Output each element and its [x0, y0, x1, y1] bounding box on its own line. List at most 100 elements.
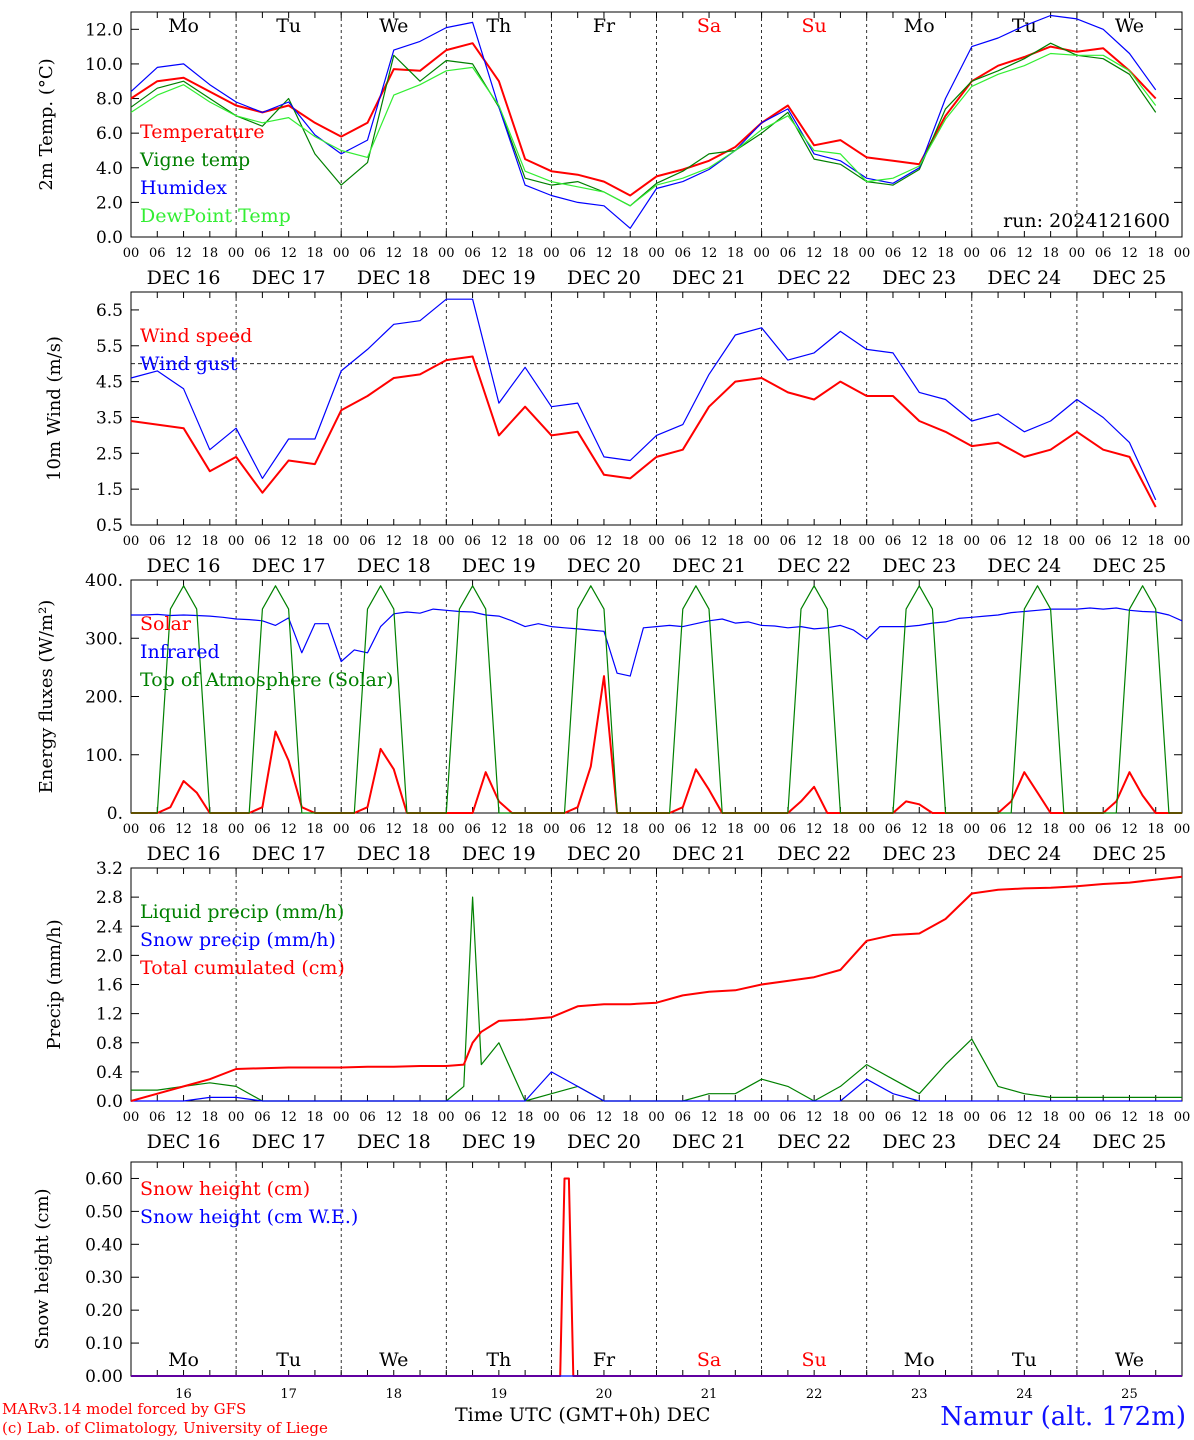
date-label: DEC 21: [672, 1131, 746, 1153]
hour-tick-label: 00: [123, 246, 140, 261]
hour-tick-label: 12: [385, 246, 402, 261]
y-axis-label: Energy fluxes (W/m²): [36, 600, 57, 794]
legend-entry: Infrared: [140, 641, 220, 663]
hour-tick-label: 00: [123, 1110, 140, 1125]
hour-tick-label: 12: [806, 246, 823, 261]
hour-tick-label: 00: [753, 246, 770, 261]
hour-tick-label: 00: [123, 534, 140, 549]
hour-tick-label: 00: [438, 246, 455, 261]
hour-tick-label: 12: [806, 1110, 823, 1125]
hour-tick-label: 18: [622, 1110, 639, 1125]
hour-tick-label: 18: [1042, 1110, 1059, 1125]
y-tick-label: 1.2: [96, 1005, 123, 1025]
date-label: DEC 19: [462, 555, 536, 577]
hour-tick-label: 00: [228, 1110, 245, 1125]
y-tick-label: 0.5: [96, 516, 123, 536]
y-axis-label: 2m Temp. (°C): [36, 58, 57, 190]
date-label: DEC 18: [357, 555, 431, 577]
y-tick-label: 0.0: [96, 228, 123, 248]
hour-tick-label: 00: [1174, 534, 1191, 549]
hour-tick-label: 06: [569, 822, 586, 837]
hour-tick-label: 00: [438, 822, 455, 837]
day-abbr-label: Sa: [697, 1349, 721, 1371]
hour-tick-label: 06: [569, 1110, 586, 1125]
y-tick-label: 0.: [107, 804, 123, 824]
hour-tick-label: 06: [675, 246, 692, 261]
hour-tick-label: 00: [333, 246, 350, 261]
date-number-label: 22: [806, 1387, 823, 1402]
hour-tick-label: 18: [412, 822, 429, 837]
date-number-label: 21: [701, 1387, 718, 1402]
hour-tick-label: 12: [491, 246, 508, 261]
hour-tick-label: 18: [307, 246, 324, 261]
hour-tick-label: 06: [254, 246, 271, 261]
date-label: DEC 20: [567, 267, 641, 289]
hour-tick-label: 00: [753, 534, 770, 549]
hour-tick-label: 00: [964, 822, 981, 837]
hour-tick-label: 00: [648, 246, 665, 261]
hour-tick-label: 06: [885, 822, 902, 837]
hour-tick-label: 06: [359, 1110, 376, 1125]
hour-tick-label: 12: [385, 1110, 402, 1125]
date-label: DEC 24: [987, 267, 1061, 289]
hour-tick-label: 06: [569, 246, 586, 261]
y-tick-label: 2.5: [96, 444, 123, 464]
date-label: DEC 16: [147, 843, 221, 865]
hour-tick-label: 12: [491, 822, 508, 837]
hour-tick-label: 06: [675, 534, 692, 549]
y-tick-label: 0.00: [85, 1367, 123, 1387]
hour-tick-label: 18: [622, 534, 639, 549]
legend-entry: Temperature: [140, 121, 264, 143]
hour-tick-label: 00: [543, 246, 560, 261]
y-tick-label: 2.4: [96, 917, 123, 937]
hour-tick-label: 12: [596, 1110, 613, 1125]
date-number-label: 18: [385, 1387, 402, 1402]
hour-tick-label: 18: [412, 534, 429, 549]
day-abbr-label: Fr: [593, 15, 616, 37]
panel-temperature: 0.0 2.0 4.0 6.0 8.0 10.0 12.0 2m Temp. (°C) Mo Tu…: [36, 11, 1190, 289]
date-label: DEC 23: [882, 555, 956, 577]
legend-entry: Solar: [140, 613, 192, 635]
series-line-blue: [130, 298, 1157, 501]
hour-tick-label: 00: [858, 1110, 875, 1125]
day-abbr-label: Fr: [593, 1349, 616, 1371]
date-number-label: 16: [175, 1387, 192, 1402]
legend-entry: Snow height (cm W.E.): [140, 1206, 358, 1228]
hour-tick-label: 18: [937, 246, 954, 261]
hour-tick-label: 12: [1016, 822, 1033, 837]
time-axis-label: Time UTC (GMT+0h) DEC: [455, 1404, 711, 1426]
hour-tick-label: 00: [228, 534, 245, 549]
hour-tick-label: 06: [464, 1110, 481, 1125]
hour-tick-label: 18: [1042, 246, 1059, 261]
hour-tick-label: 06: [1095, 1110, 1112, 1125]
panel-wind: 0.5 1.5 2.5 3.5 4.5 5.5 6.5 10m Wind (m/s) 00 06 1…: [44, 291, 1191, 577]
legend-entry: Snow precip (mm/h): [140, 929, 336, 951]
hour-tick-label: 12: [280, 822, 297, 837]
y-tick-label: 300.: [85, 629, 123, 649]
date-label: DEC 23: [882, 1131, 956, 1153]
run-annotation: run: 2024121600: [1003, 210, 1170, 232]
date-label: DEC 16: [147, 267, 221, 289]
hour-tick-label: 12: [175, 822, 192, 837]
hour-tick-label: 00: [123, 822, 140, 837]
plot-frame: [130, 11, 1183, 238]
hour-tick-label: 06: [359, 246, 376, 261]
series-line-blue: [130, 14, 1157, 229]
hour-tick-label: 18: [202, 246, 219, 261]
y-tick-label: 2.0: [96, 193, 123, 213]
hour-tick-label: 12: [911, 534, 928, 549]
hour-tick-label: 18: [202, 534, 219, 549]
legend-entry: Top of Atmosphere (Solar): [140, 669, 393, 691]
hour-tick-label: 00: [1069, 1110, 1086, 1125]
y-tick-label: 2.8: [96, 888, 123, 908]
hour-tick-label: 06: [464, 822, 481, 837]
y-tick-label: 3.2: [96, 859, 123, 879]
date-label: DEC 21: [672, 555, 746, 577]
hour-tick-label: 06: [149, 822, 166, 837]
hour-tick-label: 12: [911, 1110, 928, 1125]
hour-tick-label: 00: [964, 1110, 981, 1125]
hour-tick-label: 12: [1121, 534, 1138, 549]
hour-tick-label: 12: [175, 246, 192, 261]
hour-tick-label: 06: [254, 1110, 271, 1125]
hour-tick-label: 18: [622, 822, 639, 837]
